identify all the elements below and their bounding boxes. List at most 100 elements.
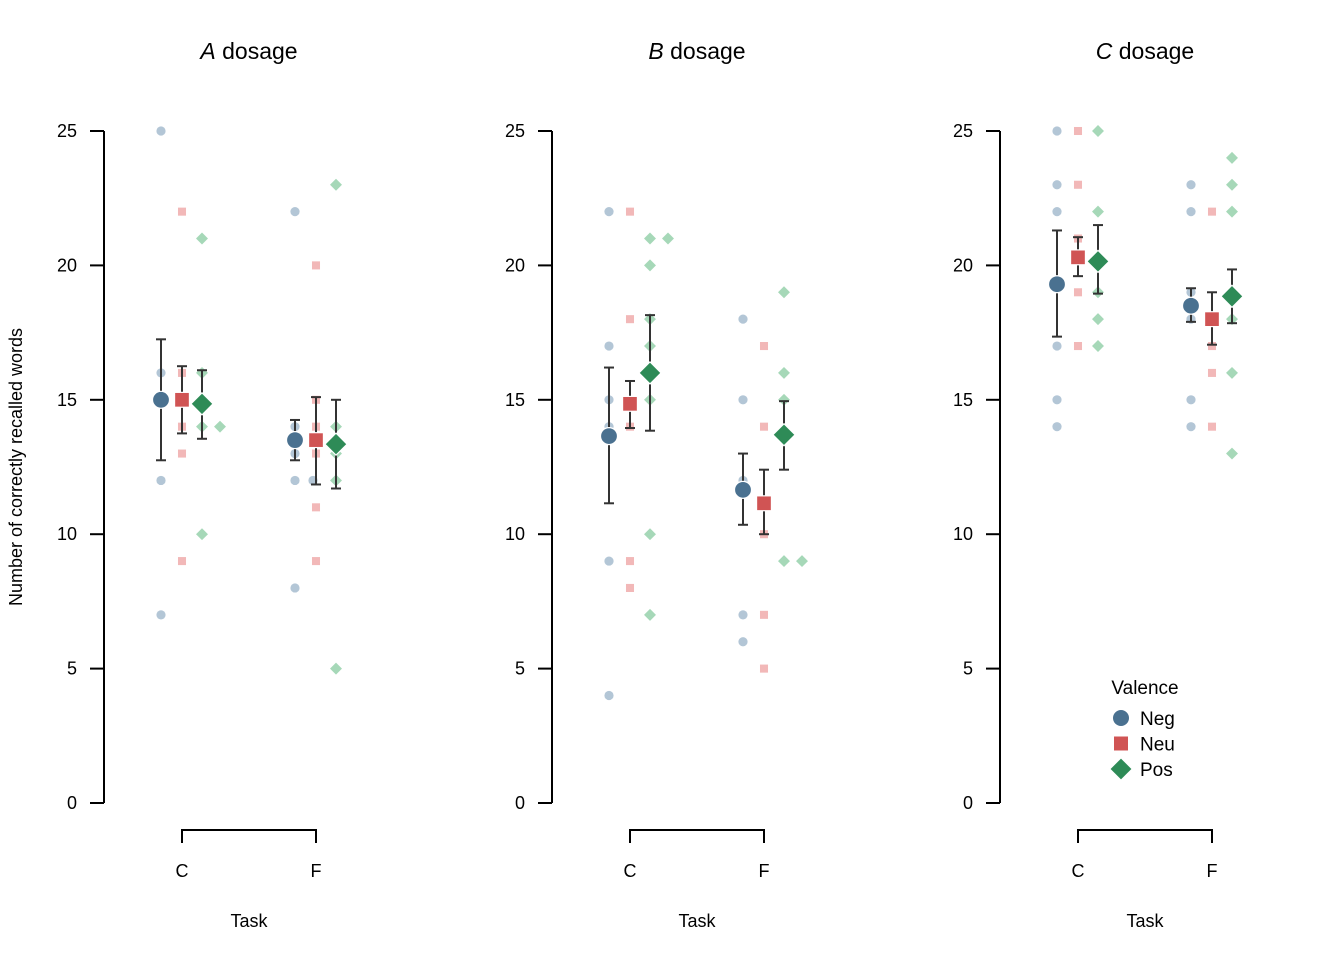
- mean-point-neu: [621, 395, 639, 412]
- raw-point-neu: [625, 207, 635, 216]
- raw-point-neu: [625, 583, 635, 592]
- x-axis-line: [629, 829, 765, 843]
- raw-point-pos: [778, 286, 790, 299]
- raw-point-neg: [156, 610, 166, 620]
- y-tick-label: 25: [505, 121, 525, 141]
- raw-point-pos: [662, 232, 674, 245]
- raw-point-neg: [1052, 422, 1062, 432]
- raw-point-pos: [644, 528, 656, 541]
- raw-point-neg: [738, 314, 748, 324]
- mean-point-neg: [1047, 275, 1067, 294]
- y-tick-label: 5: [67, 659, 77, 679]
- raw-point-neu: [311, 503, 321, 512]
- y-tick-label: 20: [57, 255, 77, 275]
- y-tick-label: 15: [505, 390, 525, 410]
- legend-marker-neu: [1114, 736, 1128, 751]
- raw-point-neu: [311, 261, 321, 270]
- mean-point-neg: [733, 480, 753, 499]
- raw-point-neu: [1207, 342, 1217, 351]
- raw-point-neu: [1207, 207, 1217, 216]
- mean-point-pos: [772, 422, 796, 447]
- raw-point-pos: [1226, 205, 1238, 218]
- mean-point-neu: [755, 495, 773, 512]
- raw-point-neg: [1052, 180, 1062, 190]
- mean-point-pos: [638, 361, 662, 385]
- panel-3: C dosage 0 5 10 15 20 25 C F Task Valence Neg Neu Pos: [953, 38, 1244, 931]
- mean-point-neu: [1069, 249, 1087, 266]
- panel-2: B dosage 0 5 10 15 20 25 C F Task: [505, 38, 808, 931]
- mean-point-pos: [190, 391, 214, 416]
- raw-point-neu: [1073, 342, 1083, 351]
- x-axis-line: [181, 829, 317, 843]
- y-tick-label: 10: [57, 524, 77, 544]
- mean-point-neu: [1203, 311, 1221, 328]
- raw-point-neu: [1073, 126, 1083, 136]
- raw-point-neu: [177, 207, 187, 216]
- mean-point-pos: [1086, 249, 1110, 274]
- x-tick-label: C: [624, 861, 637, 881]
- legend-marker-neg: [1113, 710, 1129, 726]
- raw-point-pos: [644, 259, 656, 272]
- mean-point-neu: [173, 391, 191, 408]
- raw-point-neg: [604, 556, 614, 566]
- x-tick-label: F: [311, 861, 322, 881]
- mean-point-neu: [307, 432, 325, 449]
- x-axis-label: Task: [678, 911, 716, 931]
- raw-point-pos: [1226, 447, 1238, 460]
- legend-title: Valence: [1111, 678, 1178, 699]
- raw-point-neg: [738, 395, 748, 405]
- raw-point-pos: [1092, 313, 1104, 326]
- raw-point-neg: [1186, 395, 1196, 405]
- raw-point-neg: [604, 341, 614, 351]
- raw-point-neu: [1073, 288, 1083, 297]
- raw-point-neu: [759, 422, 769, 431]
- raw-point-neg: [604, 207, 614, 217]
- raw-point-pos: [1226, 178, 1238, 191]
- x-axis-label: Task: [1126, 911, 1164, 931]
- raw-points: [604, 207, 808, 701]
- mean-point-pos: [1220, 284, 1244, 309]
- raw-point-neu: [625, 315, 635, 324]
- raw-point-pos: [1092, 340, 1104, 353]
- raw-point-neg: [1052, 341, 1062, 351]
- mean-point-neg: [151, 390, 171, 409]
- mean-point-neg: [1181, 296, 1201, 315]
- raw-point-pos: [796, 555, 808, 568]
- y-tick-label: 25: [953, 121, 973, 141]
- raw-point-neu: [1207, 368, 1217, 377]
- raw-point-neg: [1186, 180, 1196, 190]
- raw-point-neg: [290, 475, 300, 486]
- raw-point-pos: [1092, 125, 1104, 137]
- raw-point-pos: [1092, 205, 1104, 218]
- panel-1: A dosage 0 5 10 15 20 25 C F Task: [57, 38, 348, 931]
- raw-point-pos: [196, 232, 208, 245]
- raw-point-pos: [778, 555, 790, 568]
- raw-point-neu: [759, 610, 769, 619]
- mean-point-neg: [285, 431, 305, 450]
- x-tick-label: F: [1207, 861, 1218, 881]
- y-tick-label: 5: [963, 659, 973, 679]
- y-tick-label: 5: [515, 659, 525, 679]
- raw-point-pos: [778, 393, 790, 406]
- raw-point-neg: [1186, 207, 1196, 217]
- y-tick-label: 0: [515, 793, 525, 813]
- raw-point-pos: [330, 178, 342, 191]
- legend-label: Neu: [1140, 735, 1175, 756]
- y-tick-label: 20: [505, 255, 525, 275]
- legend-marker-pos: [1110, 758, 1132, 780]
- mean-point-pos: [324, 432, 348, 457]
- raw-point-neu: [1207, 422, 1217, 431]
- raw-point-pos: [644, 232, 656, 245]
- raw-point-neg: [738, 637, 748, 647]
- raw-point-pos: [330, 662, 342, 675]
- y-tick-label: 20: [953, 255, 973, 275]
- y-tick-label: 0: [963, 793, 973, 813]
- x-tick-label: F: [759, 861, 770, 881]
- raw-point-pos: [778, 366, 790, 379]
- y-tick-label: 15: [953, 390, 973, 410]
- raw-point-neg: [604, 690, 614, 701]
- raw-point-neg: [156, 475, 166, 486]
- raw-point-pos: [196, 528, 208, 541]
- raw-point-neg: [1052, 395, 1062, 405]
